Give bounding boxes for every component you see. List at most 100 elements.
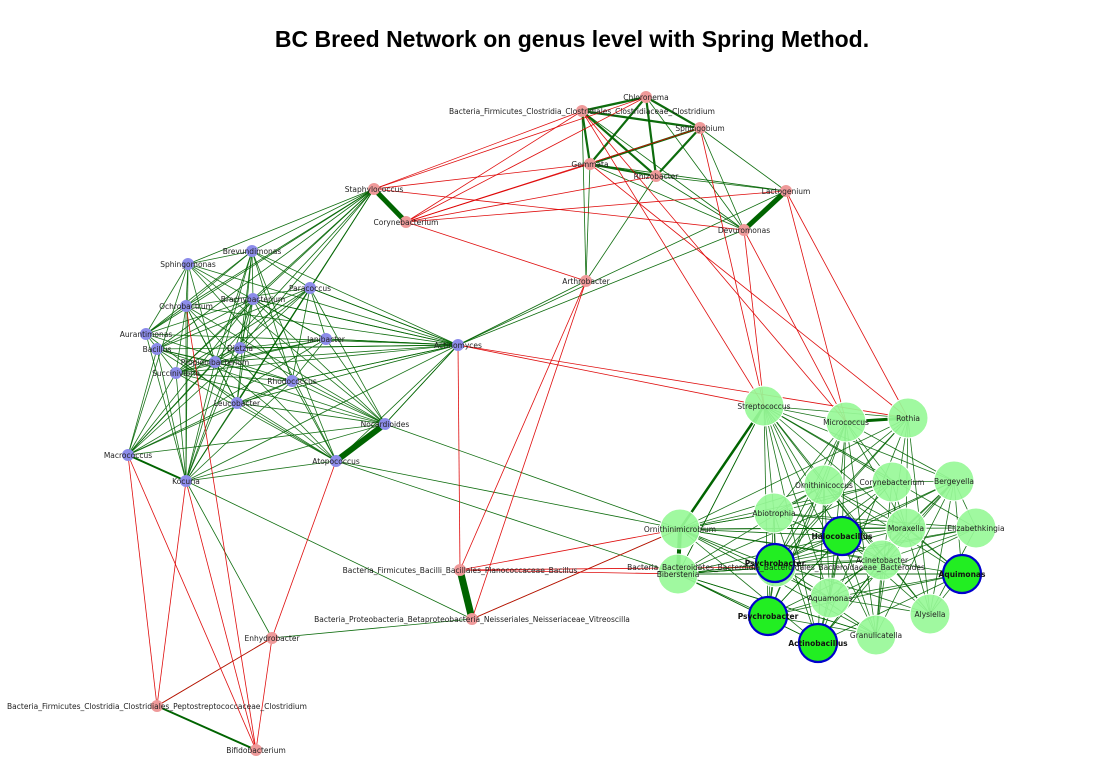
edge-aquimonas-actinobacillus [817, 573, 963, 644]
edge-b_blue2-b_blue5 [214, 287, 311, 363]
edge-succinivibrio-b_blue6 [175, 372, 293, 382]
edge-enhydrobacter-bifidobacterium [255, 637, 273, 751]
edge-actinomyces-bfbb_bacillus [457, 344, 461, 571]
node-atopococcus [330, 455, 342, 467]
edge-actinomyces-b_blue1 [252, 298, 459, 346]
edge-actinomyces-atopococcus [335, 344, 459, 462]
edge-sphingomonas-b_blue6 [187, 263, 293, 382]
edge-brevundimonas-b_blue5 [214, 250, 253, 363]
node-label-b_blue1: Brachybacterium [221, 295, 285, 304]
node-ornithinimicrobium [659, 508, 701, 550]
node-elizabethkingia [955, 507, 997, 549]
node-micrococcus [825, 401, 867, 443]
edge-bfbb_bacillus-bpbn_vitreo [456, 569, 476, 620]
edge-corynebacterium-arthrobacter [405, 221, 587, 282]
node-label-bbbb_bact: Bacteria_Bacteroidetes_Bacteroidia_Bacte… [627, 563, 925, 572]
edge-aquimonas-psychrobacter [767, 573, 963, 617]
edge-streptococcus-actinobacillus [763, 405, 819, 644]
node-label-b_blue5: Propionibacterium [181, 358, 249, 367]
node-alysiella [909, 593, 951, 635]
edge-ornithinicoccus-ornithinimicrobium [679, 484, 825, 530]
edge-bfbb_bacillus-ornithinimicrobium [459, 528, 681, 571]
node-label-bpbn_vitreo: Bacteria_Proteobacteria_Betaproteobacter… [314, 615, 630, 624]
edge-abiotrophia-elizabethkingia [773, 512, 977, 529]
node-label-psychrobacter: Psychrobacter [738, 612, 799, 621]
node-label-rothia: Rothia [896, 414, 920, 423]
edge-lactogenium-devuromonas [742, 189, 788, 232]
edge-devuromonas-micrococcus [743, 229, 847, 423]
edge-bfcc_clos-sphingobium [581, 109, 701, 130]
edge-leucobacter-kocuria [185, 402, 238, 482]
edge-nocardioides-ornithinimicrobium [384, 423, 681, 530]
edge-staphylococcus-corynebacterium [372, 187, 408, 224]
node-b_blue4 [320, 333, 332, 345]
edge-sphingomonas-brevundimonas [187, 250, 253, 265]
edge-b_blue1-b_blue3 [239, 298, 254, 349]
edge-bpbn_vitreo-enhydrobacter [271, 618, 473, 639]
node-g_mid [885, 507, 927, 549]
edge-actinomyces-leucobacter [236, 344, 459, 404]
edge-succinivibrio-macrococcus [127, 372, 177, 456]
edge-enhydrobacter-bfcc_pepto [156, 637, 273, 707]
node-halocobacillus [821, 515, 863, 557]
edge-devuromonas-staphylococcus [373, 188, 745, 231]
node-corynebacterium [400, 216, 412, 228]
node-chloronema [640, 91, 652, 103]
edge-actinomyces-rothia [457, 344, 909, 419]
edge-aurantimonas-kocuria [145, 333, 187, 482]
edge-b_blue1-aurantimonas [145, 298, 254, 335]
edge-bfcc_pepto-bifidobacterium [156, 705, 257, 751]
node-label-elizabethkingia: Elizabethkingia [947, 524, 1004, 533]
edge-b_blue3-succinivibrio [175, 347, 241, 374]
edge-kocuria-bifidobacterium [185, 480, 257, 751]
edge-bpbn_vitreo-ornithinimicrobium [471, 528, 681, 620]
edge-atopococcus-enhydrobacter [271, 460, 337, 639]
edge-gemmata-arthrobacter [585, 163, 591, 282]
node-label-aurantimonas: Aurantimonas [120, 330, 173, 339]
node-label-bfcc_clos: Bacteria_Firmicutes_Clostridia_Clostridi… [449, 107, 715, 116]
edge-macrococcus-bifidobacterium [127, 454, 257, 751]
edge-ornithinicoccus-biberstenia [677, 484, 825, 575]
edge-ornithinimicrobium-aquimonas [679, 528, 963, 575]
edge-sphingobium-rhizobacter [655, 127, 701, 177]
label-layer: Chloronema Bacteria_Firmicutes_Clostridia… [7, 93, 1005, 755]
node-b_blue3 [234, 342, 246, 354]
node-label-nocardioides: Nocardioides [361, 420, 410, 429]
node-nocardioides [379, 418, 391, 430]
node-bifidobacterium [250, 744, 262, 756]
node-b_blue2 [304, 282, 316, 294]
node-label-arthrobacter: Arthrobacter [562, 277, 610, 286]
edge-bacillus_blue-kocuria [156, 348, 187, 482]
edge-chloronema-corynebacterium [405, 96, 647, 223]
node-layer [122, 91, 997, 756]
node-b_blue5 [209, 356, 221, 368]
edge-sphingomonas-actinomyces [187, 263, 459, 346]
edge-chloronema-sphingobium [645, 96, 701, 129]
edge-b_blue4-nocardioides [325, 338, 386, 425]
node-label-b_blue2: Paracoccus [289, 284, 331, 293]
edge-nocardioides-macrococcus [127, 423, 386, 456]
edge-leucobacter-nocardioides [236, 402, 386, 425]
edge-b_blue4-macrococcus [127, 338, 327, 456]
node-bfcc_pepto [151, 700, 163, 712]
edge-sphingobium-streptococcus [699, 127, 765, 407]
edge-nocardioides-atopococcus [334, 421, 387, 464]
edge-actinomyces-lactogenium [457, 190, 787, 346]
edge-actinomyces-ochrobactrum [185, 305, 459, 346]
edge-brevundimonas-b_blue1 [251, 250, 254, 300]
edge-bergeyella-hub1 [774, 480, 955, 564]
edge-kocuria-bfcc_pepto [156, 480, 187, 707]
node-label-chloronema: Chloronema [623, 93, 668, 102]
node-lactogenium [780, 185, 792, 197]
node-label-b_blue3: Dietzia [227, 344, 253, 353]
node-label-corynebacterium: Corynebacterium [374, 218, 439, 227]
node-label-corynebacterium_g: Corynebacterium [860, 478, 925, 487]
edge-aurantimonas-succinivibrio [145, 333, 177, 374]
edge-lactogenium-rothia [785, 190, 909, 419]
edge-sphingomonas-macrococcus [127, 263, 189, 456]
edge-b_blue3-b_blue4 [239, 338, 327, 349]
edge-bfbb_bacillus-biberstenia [459, 569, 679, 575]
node-label-aquamonas: Aquamonas [808, 594, 852, 603]
node-label-bacillus_blue: Bacillus [143, 345, 172, 354]
edge-micrococcus-aquamonas [829, 421, 847, 599]
